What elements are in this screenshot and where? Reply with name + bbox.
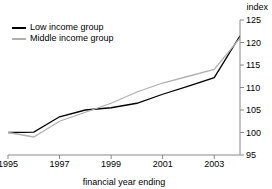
svg-text:95: 95 — [246, 150, 256, 160]
html-text:Middle income group: Middle income group — [30, 33, 114, 43]
svg-text:2001: 2001 — [153, 159, 173, 169]
svg-text:125: 125 — [246, 15, 261, 25]
svg-text:120: 120 — [246, 38, 261, 48]
svg-text:1999: 1999 — [101, 159, 121, 169]
html-text:Low income group: Low income group — [30, 22, 104, 32]
svg-text:110: 110 — [246, 83, 260, 93]
svg-text:financial year ending: financial year ending — [83, 177, 166, 187]
svg-text:2003: 2003 — [204, 159, 224, 169]
svg-text:115: 115 — [246, 60, 260, 70]
html-text:index: index — [246, 2, 268, 12]
svg-text:100: 100 — [246, 128, 261, 138]
svg-text:1997: 1997 — [50, 159, 70, 169]
svg-text:105: 105 — [246, 105, 261, 115]
svg-text:1995: 1995 — [8, 159, 18, 169]
